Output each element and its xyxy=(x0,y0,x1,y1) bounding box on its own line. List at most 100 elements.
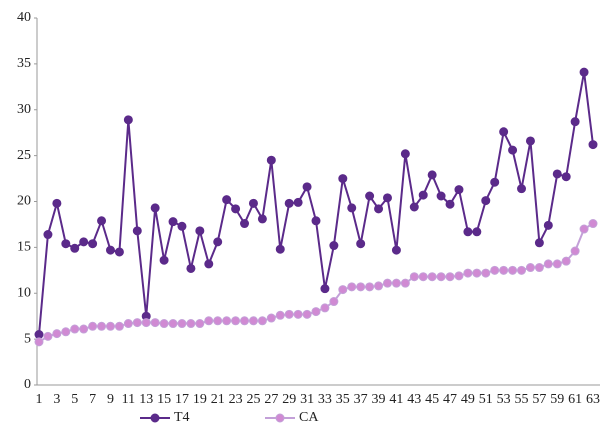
x-tick-label: 15 xyxy=(157,392,171,407)
x-tick-label: 37 xyxy=(354,392,368,407)
marker xyxy=(365,191,375,201)
marker xyxy=(204,259,214,269)
marker xyxy=(570,246,580,256)
marker xyxy=(445,272,455,282)
marker xyxy=(391,278,401,288)
marker xyxy=(382,193,392,203)
marker xyxy=(499,265,509,275)
x-tick-label: 57 xyxy=(532,392,546,407)
marker xyxy=(293,197,303,207)
marker xyxy=(588,219,598,229)
marker xyxy=(311,307,321,317)
marker xyxy=(320,284,330,294)
marker xyxy=(499,127,509,137)
marker xyxy=(329,241,339,251)
marker xyxy=(365,282,375,292)
marker xyxy=(302,182,312,192)
marker xyxy=(454,185,464,195)
marker xyxy=(517,184,527,194)
x-tick-label: 1 xyxy=(36,392,43,407)
x-tick-label: 11 xyxy=(122,392,135,407)
marker xyxy=(374,281,384,291)
marker xyxy=(311,216,321,226)
y-tick-label: 20 xyxy=(17,194,31,209)
marker xyxy=(257,214,267,224)
marker xyxy=(248,198,258,208)
marker xyxy=(123,319,133,329)
y-tick-label: 30 xyxy=(17,102,31,117)
marker xyxy=(382,278,392,288)
x-tick-label: 59 xyxy=(550,392,564,407)
marker xyxy=(79,324,89,334)
marker xyxy=(248,316,258,326)
marker xyxy=(525,136,535,146)
x-tick-label: 39 xyxy=(372,392,386,407)
x-tick-label: 61 xyxy=(568,392,582,407)
marker xyxy=(525,263,535,273)
marker xyxy=(204,316,214,326)
marker xyxy=(508,145,518,155)
marker xyxy=(88,239,98,249)
marker xyxy=(34,330,44,340)
marker xyxy=(543,220,553,230)
x-tick-label: 41 xyxy=(389,392,403,407)
marker xyxy=(150,203,160,213)
marker xyxy=(97,321,107,331)
marker xyxy=(70,324,80,334)
marker xyxy=(338,174,348,184)
marker xyxy=(427,170,437,180)
marker xyxy=(400,278,410,288)
marker xyxy=(320,303,330,313)
marker xyxy=(347,282,357,292)
marker xyxy=(418,190,428,200)
x-tick-label: 19 xyxy=(193,392,207,407)
marker xyxy=(240,316,250,326)
marker xyxy=(552,169,562,179)
marker xyxy=(186,263,196,273)
marker xyxy=(472,268,482,278)
marker xyxy=(534,238,544,248)
marker xyxy=(141,318,151,328)
marker xyxy=(400,149,410,159)
x-tick-label: 29 xyxy=(282,392,296,407)
marker xyxy=(52,198,62,208)
legend-label: T4 xyxy=(174,410,190,425)
marker xyxy=(79,237,89,247)
marker xyxy=(445,199,455,209)
marker xyxy=(266,155,276,165)
x-tick-label: 53 xyxy=(497,392,511,407)
marker xyxy=(114,321,124,331)
x-tick-label: 31 xyxy=(300,392,314,407)
marker xyxy=(34,337,44,347)
marker xyxy=(52,329,62,339)
x-tick-label: 25 xyxy=(246,392,260,407)
marker xyxy=(61,327,71,337)
marker xyxy=(132,318,142,328)
marker xyxy=(159,255,169,265)
marker xyxy=(347,203,357,213)
marker xyxy=(114,247,124,257)
x-tick-label: 5 xyxy=(71,392,78,407)
marker xyxy=(534,263,544,273)
marker xyxy=(105,321,115,331)
marker xyxy=(195,226,205,236)
marker xyxy=(168,217,178,227)
marker xyxy=(427,272,437,282)
marker xyxy=(61,239,71,249)
x-tick-label: 3 xyxy=(53,392,60,407)
marker xyxy=(579,67,589,77)
marker xyxy=(88,321,98,331)
marker xyxy=(561,172,571,182)
legend-label: CA xyxy=(299,410,319,425)
series-line xyxy=(38,71,594,335)
marker xyxy=(543,259,553,269)
marker xyxy=(374,204,384,214)
marker xyxy=(284,198,294,208)
marker xyxy=(70,243,80,253)
x-tick-label: 23 xyxy=(229,392,243,407)
legend-marker xyxy=(275,413,285,423)
marker xyxy=(43,331,53,341)
marker xyxy=(293,309,303,319)
marker xyxy=(213,316,223,326)
marker xyxy=(177,319,187,329)
